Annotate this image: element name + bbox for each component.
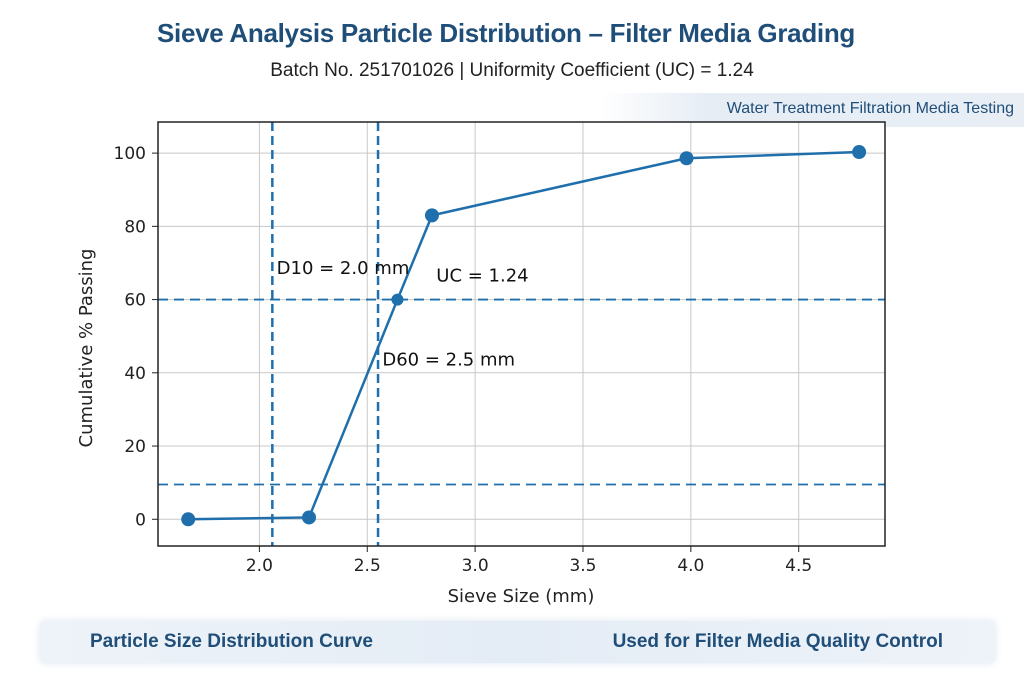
x-tick-label: 2.0 (246, 556, 273, 576)
x-tick-label: 3.0 (462, 556, 489, 576)
data-point (852, 145, 867, 160)
y-tick-label: 40 (124, 364, 146, 384)
data-point (181, 512, 196, 527)
plot-area (158, 122, 885, 546)
data-point (391, 293, 404, 306)
chart-subtitle: Batch No. 251701026 | Uniformity Coeffic… (270, 60, 754, 81)
x-tick-label: 4.0 (677, 556, 704, 576)
y-tick-label: 80 (124, 217, 146, 237)
footer-right-text: Used for Filter Media Quality Control (612, 631, 943, 652)
y-tick-label: 60 (124, 291, 146, 311)
annotation-label: D60 = 2.5 mm (382, 349, 515, 370)
chart-title: Sieve Analysis Particle Distribution – F… (157, 18, 855, 48)
context-tag-text: Water Treatment Filtration Media Testing (726, 100, 1014, 117)
x-tick-label: 2.5 (354, 556, 381, 576)
data-point (679, 151, 694, 166)
axes-frame (157, 121, 886, 547)
y-tick-label: 100 (114, 144, 146, 164)
y-tick-label: 20 (124, 437, 146, 457)
y-tick-label: 0 (135, 510, 146, 530)
x-tick-label: 3.5 (569, 556, 596, 576)
data-point (302, 510, 317, 525)
y-axis-label: Cumulative % Passing (76, 249, 97, 448)
annotation-label: D10 = 2.0 mm (277, 258, 410, 279)
series-line (188, 150, 860, 521)
footer-left-text: Particle Size Distribution Curve (90, 631, 373, 652)
x-tick-label: 4.5 (785, 556, 812, 576)
footer-banner: Particle Size Distribution Curve Used fo… (40, 621, 995, 663)
x-axis-label: Sieve Size (mm) (448, 586, 595, 607)
data-point (424, 208, 439, 223)
annotation-label: UC = 1.24 (436, 265, 528, 286)
